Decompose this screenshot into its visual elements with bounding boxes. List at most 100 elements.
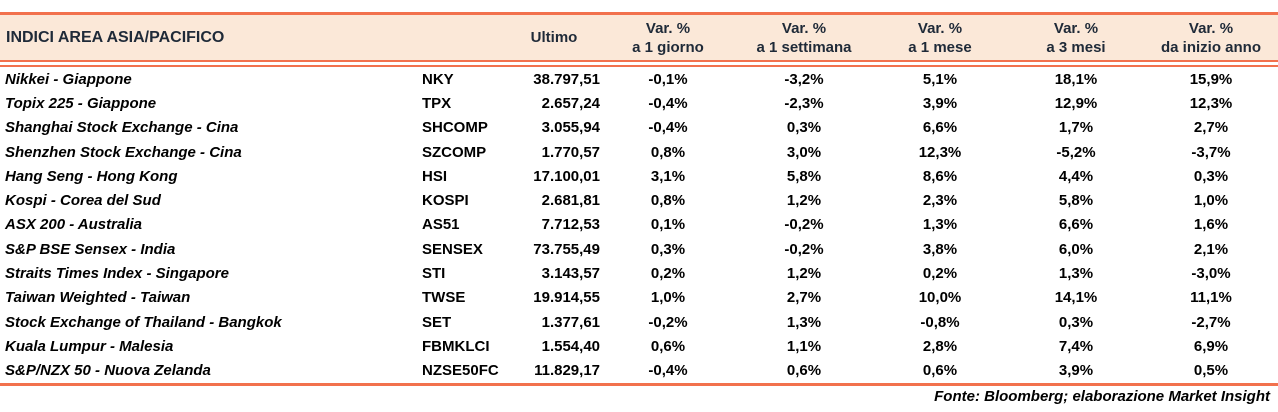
last-value-cell: 1.554,40 — [541, 337, 600, 355]
var-1-day-cell: 0,8% — [650, 192, 686, 210]
var-1-month-cell: 10,0% — [918, 289, 962, 307]
var-3-month-cell: -5,2% — [1056, 143, 1096, 161]
column-header-var-3-mesi: Var. % a 3 mesi — [1008, 19, 1144, 57]
table-row: S&P/NZX 50 - Nuova Zelanda NZSE50FC 11.8… — [0, 359, 1278, 383]
var-3-month-cell: 18,1% — [1054, 70, 1098, 88]
var-label-line1: Var. % — [917, 19, 963, 37]
last-value-cell: 19.914,55 — [533, 289, 600, 307]
table-row: Shenzhen Stock Exchange - Cina SZCOMP 1.… — [0, 140, 1278, 164]
var-ytd-cell: 2,1% — [1193, 240, 1229, 258]
index-name-cell: S&P BSE Sensex - India — [5, 240, 176, 258]
var-1-month-cell: 8,6% — [922, 167, 958, 185]
var-label-line2: a 3 mesi — [1046, 38, 1106, 56]
last-value-cell: 7.712,53 — [541, 216, 600, 234]
column-header-var-inizio-anno: Var. % da inizio anno — [1144, 19, 1278, 57]
var-1-week-cell: 0,3% — [786, 119, 822, 137]
var-ytd-cell: 11,1% — [1190, 289, 1232, 307]
var-3-month-cell: 6,0% — [1058, 240, 1094, 258]
var-ytd-cell: 2,7% — [1193, 119, 1229, 137]
column-header-var-1-giorno: Var. % a 1 giorno — [600, 19, 736, 57]
table-title: INDICI AREA ASIA/PACIFICO — [6, 28, 225, 46]
var-1-month-cell: 3,8% — [922, 240, 958, 258]
var-1-week-cell: -2,3% — [784, 94, 824, 112]
var-3-month-cell: 7,4% — [1058, 337, 1094, 355]
last-value-cell: 11.829,17 — [534, 362, 600, 380]
index-name-cell: Stock Exchange of Thailand - Bangkok — [5, 313, 282, 331]
top-accent-rule — [0, 12, 1278, 15]
var-1-day-cell: 3,1% — [650, 167, 686, 185]
var-1-week-cell: -0,2% — [784, 216, 824, 234]
index-name-cell: Shenzhen Stock Exchange - Cina — [5, 143, 242, 161]
source-note: Fonte: Bloomberg; elaborazione Market In… — [934, 388, 1270, 405]
column-header-var-1-settimana: Var. % a 1 settimana — [736, 19, 872, 57]
ticker-cell: AS51 — [422, 216, 460, 234]
var-ytd-cell: 1,0% — [1193, 192, 1229, 210]
var-1-day-cell: 0,3% — [650, 240, 686, 258]
index-name-cell: S&P/NZX 50 - Nuova Zelanda — [5, 362, 211, 380]
var-1-day-cell: 1,0% — [650, 289, 686, 307]
var-ytd-cell: 6,9% — [1193, 337, 1229, 355]
table-row: Straits Times Index - Singapore STI 3.14… — [0, 261, 1278, 285]
last-value-cell: 1.377,61 — [541, 313, 600, 331]
index-name-cell: Topix 225 - Giappone — [5, 94, 157, 112]
var-3-month-cell: 4,4% — [1058, 167, 1094, 185]
var-label-line1: Var. % — [1188, 19, 1234, 37]
var-3-month-cell: 3,9% — [1058, 362, 1094, 380]
last-value-cell: 2.657,24 — [541, 94, 600, 112]
table-row: Topix 225 - Giappone TPX 2.657,24 -0,4% … — [0, 91, 1278, 115]
var-3-month-cell: 14,1% — [1054, 289, 1098, 307]
var-1-month-cell: 1,3% — [922, 216, 958, 234]
var-3-month-cell: 1,7% — [1058, 119, 1094, 137]
table-row: Nikkei - Giappone NKY 38.797,51 -0,1% -3… — [0, 67, 1278, 91]
table-row: Shanghai Stock Exchange - Cina SHCOMP 3.… — [0, 116, 1278, 140]
var-1-month-cell: 6,6% — [922, 119, 958, 137]
var-1-day-cell: -0,4% — [648, 94, 688, 112]
table-header-row: INDICI AREA ASIA/PACIFICO Ultimo Var. % … — [0, 15, 1278, 62]
var-1-month-cell: -0,8% — [920, 313, 960, 331]
index-name-cell: Kuala Lumpur - Malesia — [5, 337, 174, 355]
last-value-cell: 38.797,51 — [533, 70, 600, 88]
var-3-month-cell: 12,9% — [1054, 94, 1098, 112]
var-3-month-cell: 0,3% — [1058, 313, 1094, 331]
var-1-day-cell: 0,6% — [650, 337, 686, 355]
table-row: Hang Seng - Hong Kong HSI 17.100,01 3,1%… — [0, 164, 1278, 188]
index-name-cell: Kospi - Corea del Sud — [5, 192, 161, 210]
index-name-cell: Shanghai Stock Exchange - Cina — [5, 119, 239, 137]
var-label-line1: Var. % — [781, 19, 827, 37]
var-1-day-cell: -0,1% — [648, 70, 688, 88]
var-1-week-cell: 1,2% — [786, 192, 822, 210]
var-1-month-cell: 0,6% — [922, 362, 958, 380]
var-1-month-cell: 12,3% — [918, 143, 962, 161]
table-row: S&P BSE Sensex - India SENSEX 73.755,49 … — [0, 237, 1278, 261]
var-1-day-cell: -0,4% — [648, 119, 688, 137]
var-label-line2: a 1 giorno — [632, 38, 704, 56]
header-double-rule — [0, 62, 1278, 67]
var-1-week-cell: 0,6% — [786, 362, 822, 380]
column-header-ultimo: Ultimo — [530, 29, 578, 46]
var-1-week-cell: -3,2% — [784, 70, 824, 88]
last-value-cell: 3.055,94 — [541, 119, 600, 137]
ticker-cell: NZSE50FC — [422, 362, 499, 380]
var-3-month-cell: 5,8% — [1058, 192, 1094, 210]
var-ytd-cell: 0,3% — [1193, 167, 1229, 185]
var-1-day-cell: 0,8% — [650, 143, 686, 161]
var-ytd-cell: -3,7% — [1191, 143, 1231, 161]
last-value-cell: 73.755,49 — [533, 240, 600, 258]
var-label-line2: a 1 mese — [908, 38, 972, 56]
var-1-day-cell: 0,2% — [650, 265, 686, 283]
ticker-cell: TWSE — [422, 289, 466, 307]
var-1-week-cell: 1,1% — [786, 337, 822, 355]
var-ytd-cell: -2,7% — [1191, 313, 1231, 331]
var-1-day-cell: -0,2% — [648, 313, 688, 331]
ticker-cell: FBMKLCI — [422, 337, 490, 355]
ticker-cell: TPX — [422, 94, 452, 112]
var-ytd-cell: -3,0% — [1191, 265, 1231, 283]
ticker-cell: NKY — [422, 70, 454, 88]
var-1-week-cell: 1,2% — [786, 265, 822, 283]
last-value-cell: 2.681,81 — [541, 192, 600, 210]
ticker-cell: SENSEX — [422, 240, 483, 258]
ticker-cell: KOSPI — [422, 192, 469, 210]
column-header-var-1-mese: Var. % a 1 mese — [872, 19, 1008, 57]
var-1-week-cell: 2,7% — [786, 289, 822, 307]
